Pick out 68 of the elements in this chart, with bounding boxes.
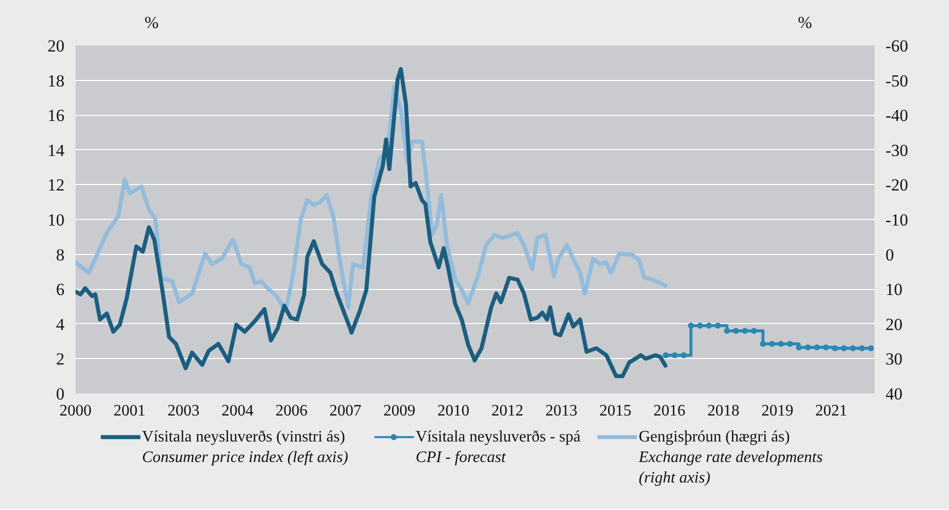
- point: [778, 340, 784, 347]
- y2-tick-label: -30: [886, 140, 908, 160]
- x-tick-label: 2021: [815, 402, 848, 420]
- y2-tick-label: -50: [886, 71, 908, 90]
- point: [796, 344, 802, 350]
- x-tick-label: 2006: [275, 402, 308, 420]
- y2-tick-label: -40: [886, 106, 908, 126]
- legend-label: Vísitala neysluverðs - spá CPI - forecast: [416, 428, 581, 466]
- y2-tick-label: -60: [886, 36, 908, 56]
- legend-label: Vísitala neysluverðs (vinstri ás) Consumer price index (left axis): [142, 428, 348, 466]
- x-tick-label: 2007: [329, 402, 362, 420]
- y2-tick-label: 30: [886, 350, 902, 369]
- y2-tick-label: 40: [886, 384, 902, 404]
- y-tick-label: 0: [56, 384, 64, 404]
- point: [742, 328, 748, 334]
- y-tick-label: 4: [56, 314, 65, 334]
- x-tick-label: 2016: [653, 402, 686, 420]
- x-tick-label: 2019: [761, 402, 794, 420]
- y-tick-label: 18: [48, 71, 64, 90]
- y2-tick-label: 0: [886, 245, 894, 264]
- point: [680, 352, 687, 358]
- x-tick-label: 2013: [545, 402, 578, 420]
- point: [850, 345, 856, 352]
- x-tick-label: 2009: [383, 402, 416, 420]
- point: [822, 344, 829, 350]
- x-tick-label: 2010: [437, 402, 470, 420]
- x-tick-label: 2015: [599, 402, 632, 420]
- y-tick-label: 14: [48, 140, 65, 160]
- y-tick-label: 6: [56, 280, 64, 300]
- y-tick-label: 16: [48, 106, 64, 126]
- point: [714, 322, 721, 329]
- point: [662, 352, 669, 358]
- y2-tick-label: 10: [886, 280, 902, 300]
- y2-tick-label: -10: [886, 210, 908, 230]
- point: [672, 352, 678, 358]
- y-tick-label: 2: [56, 350, 64, 369]
- x-tick-label: 2004: [221, 402, 254, 420]
- point: [732, 328, 739, 334]
- point: [840, 345, 847, 352]
- y2-tick-label: 20: [886, 314, 902, 334]
- y-axis-title: %: [144, 13, 159, 32]
- point: [760, 340, 766, 347]
- point: [768, 340, 775, 347]
- y2-axis-title: %: [798, 13, 812, 32]
- x-tick-label: 2018: [707, 402, 740, 420]
- x-tick-label: 2001: [113, 402, 146, 420]
- y-tick-label: 8: [56, 245, 64, 264]
- legend-label: Gengisþróun (hægri ás) Exchange rate developments (right axis): [638, 428, 823, 487]
- point: [724, 328, 730, 334]
- point: [696, 322, 703, 329]
- x-tick-label: 2000: [60, 402, 92, 420]
- y-tick-label: 12: [48, 176, 64, 195]
- point: [858, 345, 865, 352]
- y-tick-label: 20: [48, 36, 64, 56]
- y-tick-label: 10: [48, 210, 64, 230]
- point: [868, 345, 874, 352]
- point: [750, 328, 757, 334]
- point: [832, 345, 838, 352]
- point: [786, 340, 793, 347]
- point: [688, 322, 694, 329]
- line-series: [76, 84, 668, 314]
- point: [804, 344, 811, 350]
- point: [706, 322, 712, 329]
- x-tick-label: 2003: [167, 402, 200, 420]
- point: [814, 344, 820, 350]
- y2-tick-label: -20: [886, 176, 908, 195]
- line-series: [76, 66, 668, 378]
- x-tick-label: 2012: [491, 402, 524, 420]
